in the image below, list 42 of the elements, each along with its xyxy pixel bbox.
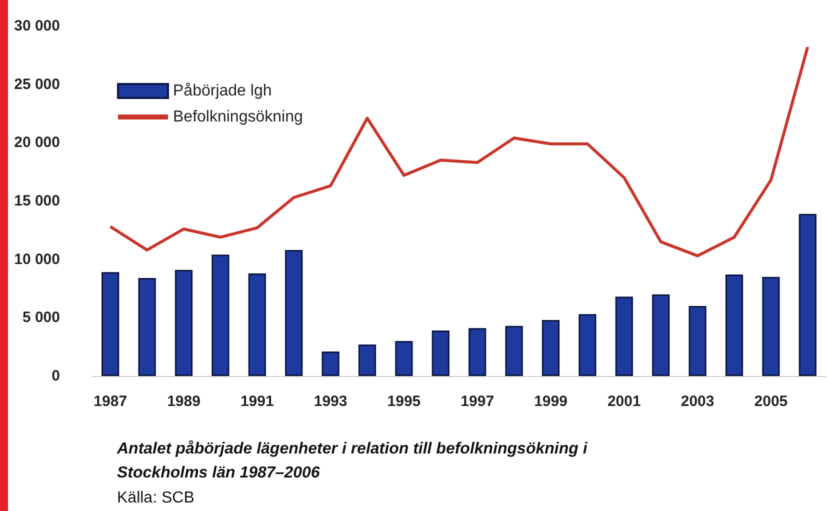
bar	[102, 272, 120, 376]
legend-label: Påbörjade lgh	[173, 82, 272, 100]
y-tick-label: 5 000	[22, 309, 60, 326]
y-tick-label: 15 000	[14, 192, 60, 210]
bar	[688, 306, 706, 376]
bar	[762, 276, 780, 376]
bar	[248, 273, 266, 376]
y-tick-label: 0	[52, 368, 60, 384]
bar	[285, 250, 303, 376]
bar	[138, 278, 156, 376]
bar	[174, 270, 193, 376]
bar	[542, 320, 560, 376]
bar	[652, 294, 670, 376]
x-tick-label: 2001	[607, 393, 641, 410]
bar	[578, 314, 596, 376]
x-tick-label: 1987	[94, 393, 128, 410]
x-tick-label: 2003	[680, 393, 714, 410]
text: Källa: SCB	[117, 490, 194, 506]
bar	[505, 326, 523, 376]
bar	[395, 341, 413, 376]
text: Antalet påbörjade lägenheter i relation till befolkningsökning i Stockholms län 1987–2006	[116, 440, 592, 482]
x-tick-label: 2005	[754, 393, 788, 410]
x-tick-label: 1993	[314, 393, 348, 410]
bar	[615, 296, 633, 376]
x-tick-label: 1997	[460, 393, 494, 410]
bar	[798, 214, 816, 376]
bar	[322, 352, 340, 376]
bar	[725, 274, 744, 376]
y-tick-label: 10 000	[14, 250, 60, 268]
legend-label: Befolkningsökning	[173, 108, 303, 126]
bar	[212, 254, 230, 376]
x-tick-label: 1995	[387, 393, 421, 410]
x-tick-label: 1991	[240, 393, 274, 410]
x-tick-label: 1989	[167, 393, 200, 410]
bar	[358, 344, 376, 376]
y-tick-label: 25 000	[14, 76, 60, 93]
y-tick-label: 20 000	[14, 134, 60, 152]
line-series	[108, 46, 810, 258]
x-tick-label: 1999	[534, 393, 568, 410]
y-tick-label: 30 000	[14, 18, 60, 34]
bar	[432, 330, 450, 376]
bar	[468, 328, 486, 376]
